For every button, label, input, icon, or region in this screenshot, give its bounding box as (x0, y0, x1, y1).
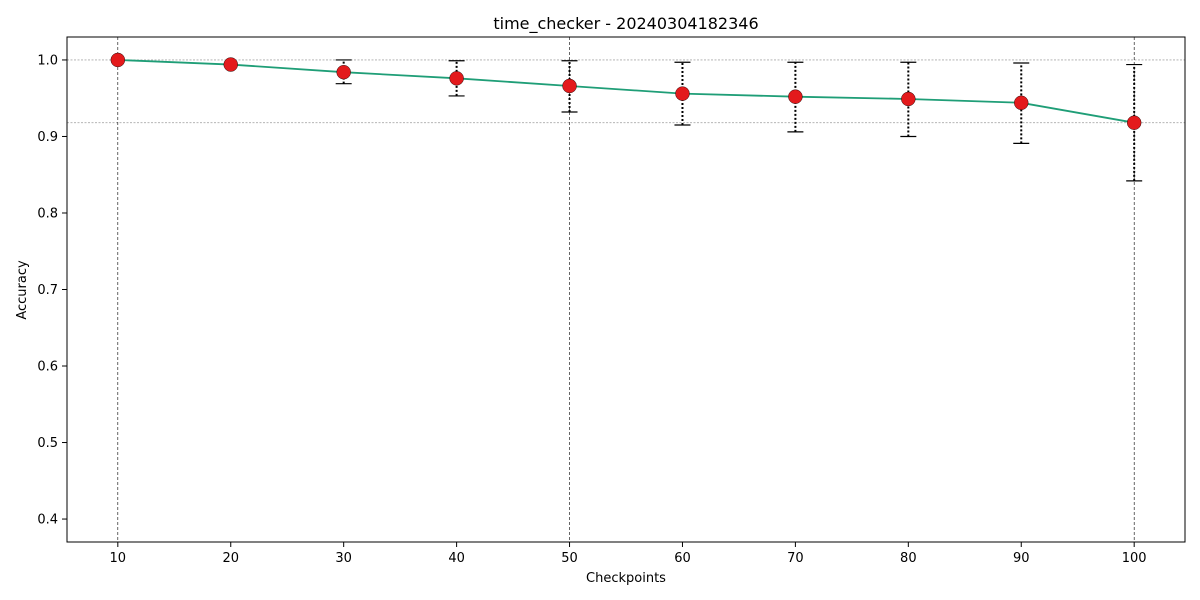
y-tick-label-5: 0.9 (37, 130, 58, 145)
data-point-10 (110, 52, 126, 68)
data-point-80 (901, 91, 916, 107)
data-point-60 (675, 86, 690, 101)
x-tick-label-60: 60 (674, 551, 691, 566)
error-bars (335, 59, 1143, 182)
x-tick-label-30: 30 (335, 551, 352, 566)
data-point-30 (336, 64, 351, 80)
series-line (117, 59, 1135, 124)
data-point-40 (449, 71, 464, 86)
x-tick-label-40: 40 (448, 551, 465, 566)
y-tick-label-2: 0.6 (37, 360, 58, 375)
plot-frame (66, 36, 1186, 543)
x-tick-label-100: 100 (1122, 551, 1147, 566)
y-axis-label: Accuracy (15, 260, 30, 320)
y-tick-label-4: 0.8 (37, 206, 58, 221)
y-tick-label-0: 0.4 (37, 513, 58, 528)
reference-lines (67, 37, 1185, 542)
data-markers (110, 52, 1142, 130)
y-tick-label-6: 1.0 (37, 53, 58, 68)
data-point-20 (223, 57, 238, 72)
x-tick-label-90: 90 (1013, 551, 1030, 566)
x-tick-label-50: 50 (561, 551, 578, 566)
x-tick-label-20: 20 (222, 551, 239, 566)
x-tick-label-10: 10 (110, 551, 127, 566)
series-line-group (117, 59, 1135, 124)
y-tick-label-1: 0.5 (37, 436, 58, 451)
x-axis: 10 20 30 40 50 60 70 80 90 100 (110, 542, 1147, 566)
y-axis: 0.4 0.5 0.6 0.7 0.8 0.9 1.0 (37, 53, 67, 528)
y-tick-label-3: 0.7 (37, 283, 58, 298)
data-point-90 (1014, 95, 1029, 111)
x-tick-label-70: 70 (787, 551, 804, 566)
x-tick-label-80: 80 (900, 551, 917, 566)
data-point-100 (1126, 115, 1142, 130)
x-axis-label: Checkpoints (586, 571, 666, 586)
chart-title: time_checker - 20240304182346 (493, 14, 758, 34)
data-point-70 (788, 89, 803, 104)
data-point-50 (562, 78, 577, 94)
